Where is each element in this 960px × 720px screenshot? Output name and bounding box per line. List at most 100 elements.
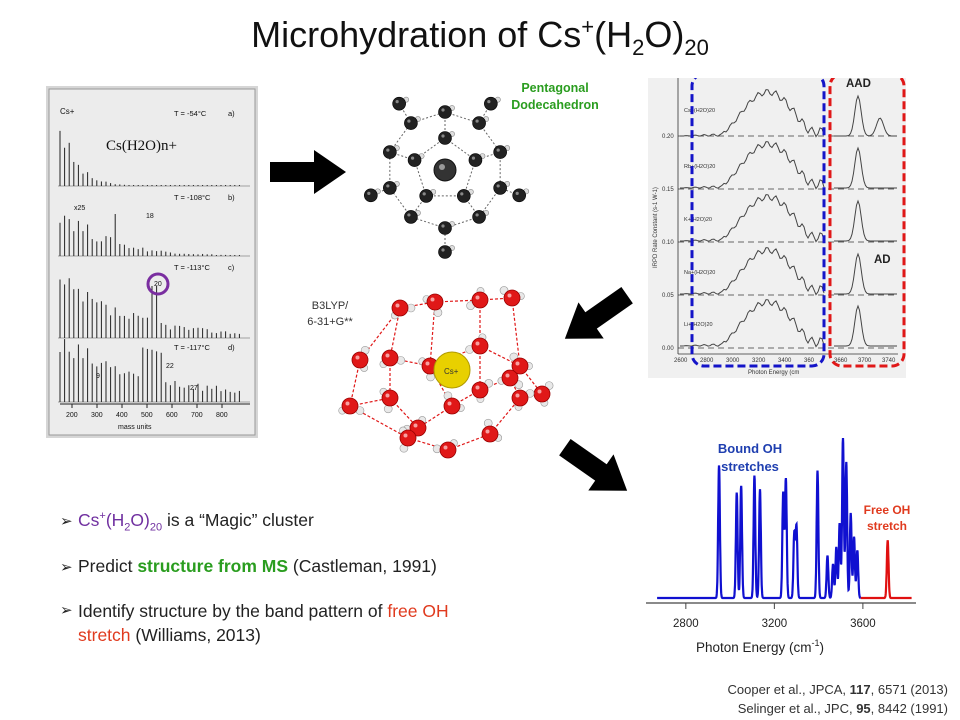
bullet-text-part: (Castleman, 1991) [288,555,437,576]
ms-row-temp-d: T = -117°C [174,343,210,352]
ms-tick-label: 400 [116,412,128,419]
ms-n9-label: 9 [96,373,100,380]
free-oh-series-line [860,540,912,600]
irpd-spectra-figure: IRPD Rate Constant (s-1 W-1) 0.20 0.15 0.1… [648,78,906,378]
free-oh-label: Free OH stretch [863,503,911,533]
irpd-ylabel: IRPD Rate Constant (s-1 W-1) [653,187,659,268]
ms-tick-label: 300 [91,412,103,419]
red-dashed-box [828,78,906,368]
ad-label: AD [874,254,891,266]
reference-part: Cooper et al., JPCA, [727,682,850,697]
svg-text:3660: 3660 [834,358,848,364]
svg-text:3400: 3400 [778,358,792,364]
bullet-text-part: Cs [78,510,100,530]
ms-row-tag-a: a) [228,109,235,118]
svg-text:0.10: 0.10 [662,240,674,246]
reference-part: 95 [856,701,871,716]
magic-number-circle [146,272,170,296]
svg-text:0.00: 0.00 [662,346,674,352]
reference-part: 117 [849,682,871,697]
svg-text:K+(H2O)20: K+(H2O)20 [684,217,712,223]
spectrum-tick-label: 2800 [673,618,699,630]
ms-n27-label: 27 [190,385,198,392]
svg-text:Li+(H2O)20: Li+(H2O)20 [684,322,713,328]
irpd-xlabel: Photon Energy (cm [748,370,799,376]
svg-text:0.15: 0.15 [662,187,674,193]
bullet-text-part: structure from MS [137,555,289,576]
ms-tick-label: 200 [66,412,78,419]
ms-tick-label: 500 [141,412,153,419]
reference-line: Selinger et al., JPC, 95, 8442 (1991) [728,699,948,718]
bullet-text-part: Identify structure by the band pattern o… [78,600,388,621]
bullet-item: ➢ Cs+(H2O)20 is a “Magic” cluster [60,510,490,534]
reference-line: Cooper et al., JPCA, 117, 6571 (2013) [728,680,948,699]
bullet-text-part: (H [105,510,125,530]
computed-spectrum-chart: 2800 3200 3600 Photon Energy (cm-1) [646,438,916,655]
bullet-text-part: (Williams, 2013) [130,624,261,645]
ms-tick-label: 700 [191,412,203,419]
ms-row-temp-b: T = -108°C [174,193,211,202]
bullet-item: ➢ Predict structure from MS (Castleman, 1… [60,556,490,577]
bullet-arrow-icon: ➢ [60,601,73,619]
ms-row-tag-c: c) [228,263,235,272]
spectrum-xlabel: Photon Energy (cm-1) [696,638,824,655]
svg-text:Na+(H2O)20: Na+(H2O)20 [684,270,715,276]
bullet-arrow-icon: ➢ [60,513,73,530]
ms-tick-label: 800 [216,412,228,419]
svg-text:2800: 2800 [700,358,714,364]
svg-text:3200: 3200 [752,358,766,364]
svg-text:3700: 3700 [858,358,872,364]
aad-label: AAD [846,78,871,90]
bullet-text-part: 20 [149,521,163,534]
ms-csplus-label: Cs+ [60,107,75,116]
bullet-text-part: Predict [78,555,138,576]
ms-n22-label: 22 [166,363,174,370]
svg-text:Cs+(H2O)20: Cs+(H2O)20 [684,108,715,114]
bullet-text-part: free OH stretch [78,600,449,645]
bullet-text-part: 2 [124,521,131,534]
ms-axis-ticks: 200 300 400 500 600 700 800 [66,404,228,419]
bound-oh-series-line [657,438,862,600]
reference-part: , 8442 (1991) [870,701,948,716]
svg-text:360: 360 [804,358,815,364]
ms-n20-label: 20 [154,281,162,288]
arrow-down-right-icon [559,439,628,491]
ms-row-tag-b: b) [228,193,235,202]
reference-part: , 6571 (2013) [870,682,948,697]
bullet-text-part: + [99,510,106,523]
reference-part: Selinger et al., JPC, [737,701,857,716]
mass-spectrum-figure: Cs+ Cs(H2O)n+ T = -54°C a) T = -108°C b)… [46,86,258,438]
cs-atom-label: Cs+ [444,367,459,376]
blue-dashed-box [690,78,826,368]
svg-text:3740: 3740 [882,358,896,364]
slide-title: Microhydration of Cs+(H2O)20 [251,14,709,61]
pentagonal-dodecahedron-label: Pentagonal Dodecahedron [511,81,599,112]
ms-formula: Cs(H2O)n+ [106,138,177,154]
ms-n18-label: 18 [146,213,154,220]
ms-row-temp-c: T = -113°C [174,263,210,272]
ms-axis-label: mass units [118,424,152,431]
method-label: B3LYP/ 6-31+G** [307,300,353,328]
bound-oh-label: Bound OH stretches [717,441,783,474]
bullet-text-part: O) [130,510,150,530]
spectrum-tick-label: 3600 [850,618,876,630]
svg-text:Rb+(H2O)20: Rb+(H2O)20 [684,164,715,170]
ms-tick-label: 600 [166,412,178,419]
cs-atom [433,351,471,389]
cs-water-cluster-structure: Cs+ [338,286,554,459]
bullet-list: ➢ Cs+(H2O)20 is a “Magic” cluster ➢ Predic… [60,510,490,669]
ms-x25-label: x25 [74,205,85,212]
spectrum-x-ticks: 2800 3200 3600 [673,603,876,630]
dodecahedron-structure [364,96,530,259]
ms-row-tag-d: d) [228,343,235,352]
svg-text:2600: 2600 [674,358,688,364]
svg-text:3000: 3000 [726,358,740,364]
svg-text:0.20: 0.20 [662,134,674,140]
svg-text:0.05: 0.05 [662,293,674,299]
bullet-arrow-icon: ➢ [60,558,73,576]
bullet-item: ➢ Identify structure by the band pattern … [60,599,490,647]
arrow-down-left-icon [564,287,633,339]
spectrum-tick-label: 3200 [762,618,788,630]
arrow-right-icon [270,150,346,194]
